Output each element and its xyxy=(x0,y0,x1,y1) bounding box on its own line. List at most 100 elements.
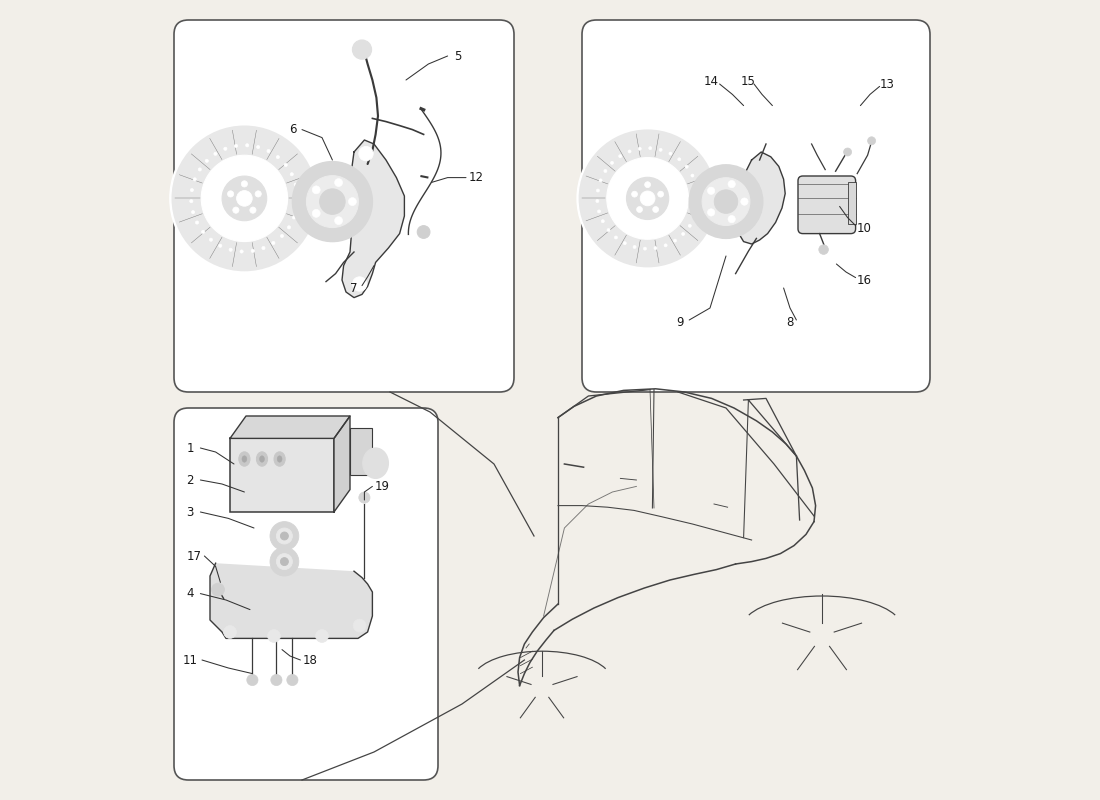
Circle shape xyxy=(240,250,243,253)
Circle shape xyxy=(245,144,249,147)
Circle shape xyxy=(262,246,265,250)
Circle shape xyxy=(228,190,233,197)
Circle shape xyxy=(693,215,696,218)
Circle shape xyxy=(280,234,284,238)
Circle shape xyxy=(276,528,293,544)
Text: 3: 3 xyxy=(186,506,194,518)
Circle shape xyxy=(295,205,298,208)
Circle shape xyxy=(673,239,676,242)
Circle shape xyxy=(271,674,282,686)
Circle shape xyxy=(669,152,672,155)
Text: 8: 8 xyxy=(786,316,794,329)
Circle shape xyxy=(196,221,199,224)
Circle shape xyxy=(645,182,650,188)
Circle shape xyxy=(172,126,317,271)
Polygon shape xyxy=(210,563,373,638)
Circle shape xyxy=(359,146,373,161)
Circle shape xyxy=(417,226,430,238)
Circle shape xyxy=(602,220,604,222)
Circle shape xyxy=(256,146,260,149)
Circle shape xyxy=(579,130,716,267)
Text: 12: 12 xyxy=(469,171,484,184)
Circle shape xyxy=(610,162,614,164)
Text: 13: 13 xyxy=(880,78,895,90)
Ellipse shape xyxy=(242,456,246,462)
Text: 10: 10 xyxy=(857,222,872,234)
Circle shape xyxy=(659,148,662,151)
Circle shape xyxy=(223,147,227,150)
Polygon shape xyxy=(230,416,350,438)
Circle shape xyxy=(312,186,320,194)
Circle shape xyxy=(349,198,356,206)
Circle shape xyxy=(294,183,297,186)
Circle shape xyxy=(223,626,236,638)
Circle shape xyxy=(638,147,641,150)
Circle shape xyxy=(246,674,258,686)
Circle shape xyxy=(694,184,697,187)
Circle shape xyxy=(316,630,329,642)
Circle shape xyxy=(653,246,657,250)
Circle shape xyxy=(678,158,681,161)
Circle shape xyxy=(206,159,208,162)
Text: 7: 7 xyxy=(350,282,358,294)
Circle shape xyxy=(270,522,299,550)
Polygon shape xyxy=(334,416,350,512)
Circle shape xyxy=(219,244,222,247)
Circle shape xyxy=(287,226,290,229)
Circle shape xyxy=(818,245,828,254)
Circle shape xyxy=(241,181,248,187)
Circle shape xyxy=(868,137,876,145)
Circle shape xyxy=(652,206,659,213)
Circle shape xyxy=(191,210,195,214)
Circle shape xyxy=(658,191,663,197)
Text: 6: 6 xyxy=(288,123,296,136)
Circle shape xyxy=(690,165,762,238)
Circle shape xyxy=(251,250,254,253)
Circle shape xyxy=(222,176,266,221)
Circle shape xyxy=(627,178,669,219)
Circle shape xyxy=(250,207,256,214)
Ellipse shape xyxy=(260,456,264,462)
Circle shape xyxy=(596,189,600,192)
Circle shape xyxy=(352,40,372,59)
Text: 15: 15 xyxy=(741,75,756,88)
Circle shape xyxy=(233,207,239,214)
Text: 4: 4 xyxy=(186,587,194,600)
Bar xyxy=(848,182,856,224)
Circle shape xyxy=(293,162,373,242)
Circle shape xyxy=(352,277,366,291)
Circle shape xyxy=(728,181,736,188)
Circle shape xyxy=(707,209,715,216)
Circle shape xyxy=(320,189,345,214)
Text: 19: 19 xyxy=(374,480,389,493)
Circle shape xyxy=(276,554,293,570)
FancyBboxPatch shape xyxy=(798,176,856,234)
Circle shape xyxy=(649,146,652,150)
Text: 11: 11 xyxy=(183,654,198,666)
Ellipse shape xyxy=(274,452,285,466)
Circle shape xyxy=(844,148,851,156)
Text: 16: 16 xyxy=(857,274,872,286)
Text: 1: 1 xyxy=(186,442,194,454)
Text: 5: 5 xyxy=(454,50,462,62)
Circle shape xyxy=(353,619,366,632)
Circle shape xyxy=(691,174,694,177)
Circle shape xyxy=(607,229,610,232)
Circle shape xyxy=(293,216,296,219)
Circle shape xyxy=(267,630,280,642)
Circle shape xyxy=(702,178,750,226)
Circle shape xyxy=(209,238,212,242)
Text: 9: 9 xyxy=(675,316,683,329)
Circle shape xyxy=(280,558,288,566)
Circle shape xyxy=(334,217,342,225)
Ellipse shape xyxy=(363,448,388,478)
Circle shape xyxy=(640,191,654,206)
Circle shape xyxy=(740,198,748,206)
Circle shape xyxy=(213,152,217,155)
Circle shape xyxy=(290,173,294,176)
Circle shape xyxy=(190,189,194,192)
Circle shape xyxy=(696,194,700,198)
Circle shape xyxy=(604,170,607,173)
Circle shape xyxy=(255,190,262,197)
Circle shape xyxy=(296,194,299,198)
